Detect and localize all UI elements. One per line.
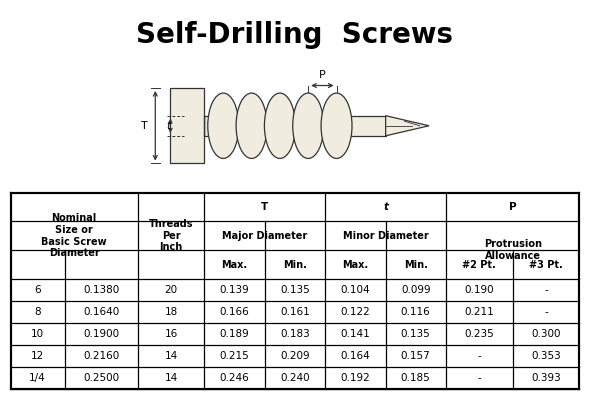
Text: 0.141: 0.141	[340, 329, 371, 339]
Text: #2 Pt.: #2 Pt.	[463, 260, 496, 270]
Text: 18: 18	[165, 307, 178, 317]
Text: -: -	[477, 351, 481, 361]
Text: -: -	[544, 285, 548, 295]
Text: 0.300: 0.300	[531, 329, 560, 339]
Text: 0.185: 0.185	[401, 373, 431, 383]
Text: Max.: Max.	[222, 260, 248, 270]
Text: Min.: Min.	[283, 260, 307, 270]
Text: 0.135: 0.135	[401, 329, 431, 339]
Text: 8: 8	[34, 307, 41, 317]
Text: 0.099: 0.099	[401, 285, 431, 295]
Bar	[171, 88, 204, 163]
Text: 0.104: 0.104	[340, 285, 370, 295]
Text: Nominal
Size or
Basic Screw
Diameter: Nominal Size or Basic Screw Diameter	[41, 213, 107, 258]
Text: Max.: Max.	[342, 260, 368, 270]
Text: 0.164: 0.164	[340, 351, 371, 361]
Ellipse shape	[208, 93, 239, 158]
Text: 0.161: 0.161	[280, 307, 310, 317]
Text: 0.192: 0.192	[340, 373, 371, 383]
Text: 0.116: 0.116	[401, 307, 431, 317]
Text: t: t	[383, 202, 388, 212]
Text: Major Diameter: Major Diameter	[222, 231, 307, 241]
Text: 0.1900: 0.1900	[83, 329, 119, 339]
Text: 0.235: 0.235	[464, 329, 494, 339]
Text: 0.183: 0.183	[280, 329, 310, 339]
Text: 0.139: 0.139	[219, 285, 250, 295]
Text: T: T	[142, 121, 148, 131]
Text: 0.1380: 0.1380	[83, 285, 119, 295]
Text: 10: 10	[31, 329, 44, 339]
Text: 0.209: 0.209	[280, 351, 310, 361]
Text: Threads
Per
Inch: Threads Per Inch	[149, 219, 194, 252]
Text: 0.157: 0.157	[401, 351, 431, 361]
Ellipse shape	[236, 93, 267, 158]
Text: 0.1640: 0.1640	[83, 307, 119, 317]
Text: 0.211: 0.211	[464, 307, 494, 317]
Text: P: P	[509, 202, 516, 212]
Text: 0.353: 0.353	[531, 351, 561, 361]
Text: P: P	[319, 70, 326, 80]
Text: 0.393: 0.393	[531, 373, 561, 383]
Text: 6: 6	[34, 285, 41, 295]
Text: Min.: Min.	[404, 260, 428, 270]
Text: 0.2160: 0.2160	[83, 351, 119, 361]
Text: 20: 20	[165, 285, 178, 295]
Text: 0.190: 0.190	[464, 285, 494, 295]
Polygon shape	[386, 116, 429, 136]
Text: 0.166: 0.166	[219, 307, 250, 317]
Ellipse shape	[321, 93, 352, 158]
Text: 0.240: 0.240	[280, 373, 310, 383]
Text: T: T	[261, 202, 268, 212]
Text: 14: 14	[165, 351, 178, 361]
Text: Protrusion
Allowance: Protrusion Allowance	[484, 239, 542, 261]
Text: 12: 12	[31, 351, 44, 361]
Text: 0.2500: 0.2500	[83, 373, 119, 383]
Text: t: t	[166, 121, 171, 131]
Bar	[204, 116, 386, 136]
Text: 16: 16	[165, 329, 178, 339]
Text: 0.189: 0.189	[219, 329, 250, 339]
Text: -: -	[544, 307, 548, 317]
Text: 0.135: 0.135	[280, 285, 310, 295]
Text: 0.246: 0.246	[219, 373, 250, 383]
Text: 14: 14	[165, 373, 178, 383]
Text: #3 Pt.: #3 Pt.	[529, 260, 563, 270]
Text: -: -	[477, 373, 481, 383]
Text: 0.215: 0.215	[219, 351, 250, 361]
Text: 1/4: 1/4	[30, 373, 46, 383]
Ellipse shape	[293, 93, 324, 158]
Text: Minor Diameter: Minor Diameter	[343, 231, 428, 241]
Ellipse shape	[264, 93, 296, 158]
Text: 0.122: 0.122	[340, 307, 371, 317]
Text: Self-Drilling  Screws: Self-Drilling Screws	[136, 20, 454, 49]
